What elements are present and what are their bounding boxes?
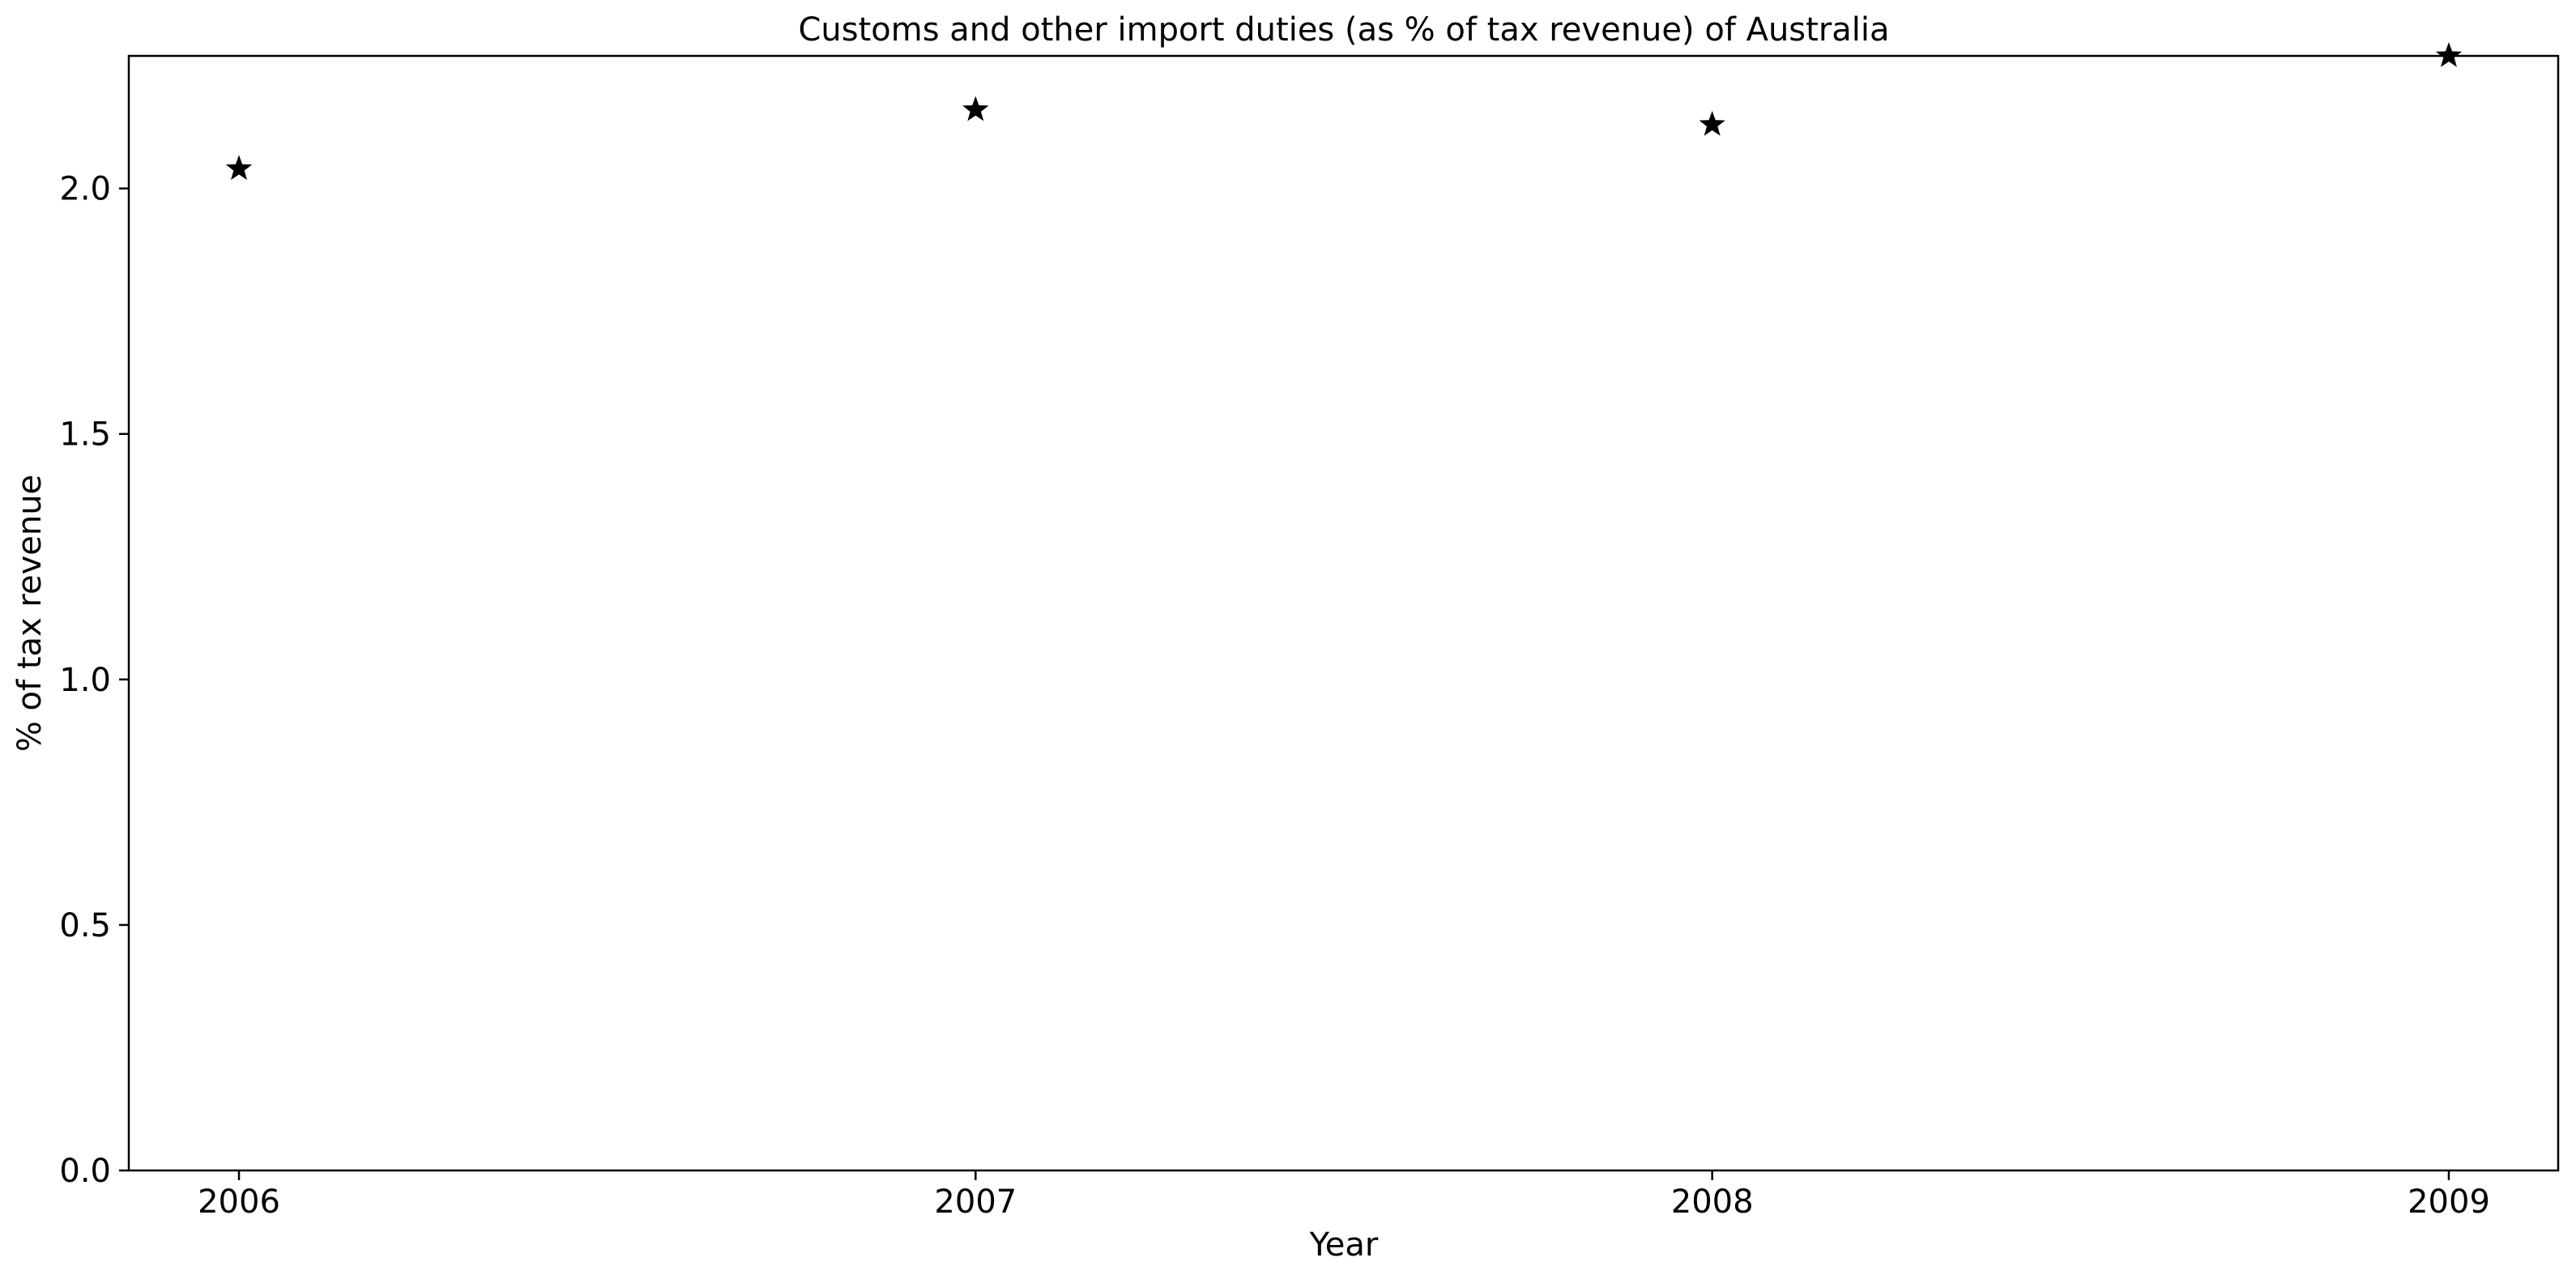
data-point-star [225, 155, 253, 181]
data-point-star [962, 96, 989, 122]
x-tick-label: 2008 [1671, 1183, 1754, 1221]
y-tick-label: 1.0 [59, 662, 111, 699]
y-tick-label: 1.5 [59, 416, 111, 454]
x-tick-label: 2007 [934, 1183, 1017, 1221]
x-axis: 2006 2007 2008 2009 [198, 1170, 2490, 1221]
y-tick-label: 2.0 [59, 171, 111, 208]
y-tick-label: 0.0 [59, 1153, 111, 1190]
data-point-star [2435, 42, 2463, 67]
data-point-star [1699, 110, 1725, 136]
x-tick-label: 2006 [198, 1183, 280, 1221]
chart-title: Customs and other import duties (as % of… [798, 11, 1889, 49]
y-axis: 0.0 0.5 1.0 1.5 2.0 [59, 171, 129, 1190]
y-tick-label: 0.5 [59, 907, 111, 944]
x-axis-label: Year [1309, 1226, 1379, 1264]
x-tick-label: 2009 [2408, 1183, 2490, 1221]
y-axis-label: % of tax revenue [11, 475, 49, 752]
plot-area-frame [127, 54, 2560, 1172]
data-series [225, 42, 2463, 181]
